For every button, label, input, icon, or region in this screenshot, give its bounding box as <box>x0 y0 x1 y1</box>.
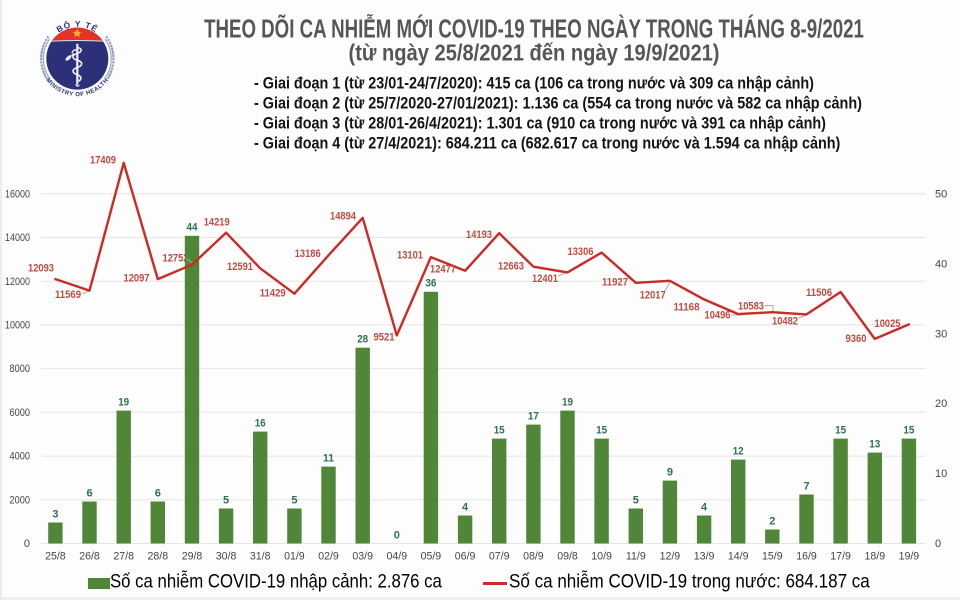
svg-text:31/8: 31/8 <box>250 551 271 563</box>
svg-text:40: 40 <box>935 258 947 270</box>
svg-text:03/9: 03/9 <box>352 551 373 563</box>
svg-text:50: 50 <box>935 188 947 200</box>
svg-text:26/8: 26/8 <box>79 551 100 563</box>
svg-text:13: 13 <box>869 438 880 450</box>
svg-text:11569: 11569 <box>55 289 81 301</box>
svg-text:9521: 9521 <box>374 332 395 344</box>
svg-text:18/9: 18/9 <box>864 551 885 563</box>
svg-text:12477: 12477 <box>430 264 456 276</box>
svg-text:15: 15 <box>903 424 914 436</box>
svg-text:44: 44 <box>187 222 199 234</box>
svg-text:13306: 13306 <box>568 246 594 258</box>
svg-text:7: 7 <box>803 480 809 492</box>
svg-text:19: 19 <box>562 396 573 408</box>
svg-text:16000: 16000 <box>5 188 30 200</box>
svg-text:4: 4 <box>701 501 708 513</box>
svg-text:12017: 12017 <box>640 290 666 302</box>
svg-text:15: 15 <box>596 424 607 436</box>
svg-text:36: 36 <box>425 278 436 290</box>
svg-text:5: 5 <box>223 494 229 506</box>
svg-text:12663: 12663 <box>498 261 524 273</box>
svg-text:5: 5 <box>291 494 297 506</box>
svg-text:20: 20 <box>935 398 947 410</box>
svg-text:16: 16 <box>255 417 266 429</box>
svg-text:09/8: 09/8 <box>557 551 578 563</box>
svg-text:8000: 8000 <box>10 363 31 375</box>
svg-text:17: 17 <box>528 410 539 422</box>
svg-text:BỘ Y TẾ: BỘ Y TẾ <box>55 18 101 34</box>
svg-text:13/9: 13/9 <box>694 551 715 563</box>
svg-text:13186: 13186 <box>295 248 321 260</box>
svg-text:5: 5 <box>633 494 639 506</box>
svg-text:13101: 13101 <box>397 250 423 262</box>
svg-text:9: 9 <box>667 466 673 478</box>
svg-text:17/9: 17/9 <box>830 551 851 563</box>
svg-text:0: 0 <box>394 529 400 541</box>
svg-text:11/9: 11/9 <box>626 551 646 563</box>
svg-text:04/9: 04/9 <box>386 551 407 563</box>
svg-text:9360: 9360 <box>846 333 867 345</box>
svg-text:12752: 12752 <box>163 253 189 265</box>
svg-text:6: 6 <box>86 487 92 499</box>
svg-text:12401: 12401 <box>532 273 558 285</box>
svg-text:12/9: 12/9 <box>660 551 681 563</box>
svg-text:6000: 6000 <box>10 407 31 419</box>
svg-text:11: 11 <box>323 452 334 464</box>
svg-text:17409: 17409 <box>90 155 116 167</box>
svg-text:10000: 10000 <box>5 320 30 332</box>
svg-text:30/8: 30/8 <box>216 551 237 563</box>
svg-text:19/9: 19/9 <box>899 551 920 563</box>
svg-text:15: 15 <box>494 424 505 436</box>
svg-text:15/9: 15/9 <box>762 551 783 563</box>
svg-text:27/8: 27/8 <box>113 551 134 563</box>
svg-text:28: 28 <box>357 334 368 346</box>
svg-text:29/8: 29/8 <box>182 551 203 563</box>
svg-text:10: 10 <box>935 468 947 480</box>
svg-text:11927: 11927 <box>602 277 628 289</box>
svg-text:07/9: 07/9 <box>489 551 510 563</box>
svg-text:6: 6 <box>155 487 161 499</box>
svg-text:06/9: 06/9 <box>455 551 476 563</box>
svg-text:4000: 4000 <box>10 451 31 463</box>
svg-text:02/9: 02/9 <box>318 551 339 563</box>
svg-text:15: 15 <box>835 424 846 436</box>
svg-text:10496: 10496 <box>705 310 731 322</box>
svg-text:10583: 10583 <box>738 301 764 313</box>
svg-text:05/9: 05/9 <box>421 551 442 563</box>
svg-text:10482: 10482 <box>772 316 798 328</box>
svg-text:14193: 14193 <box>466 229 492 241</box>
svg-text:11506: 11506 <box>806 287 832 299</box>
svg-text:11429: 11429 <box>260 288 286 300</box>
svg-text:30: 30 <box>935 328 947 340</box>
svg-text:12097: 12097 <box>124 273 150 285</box>
svg-text:10/9: 10/9 <box>591 551 612 563</box>
svg-text:0: 0 <box>24 538 30 550</box>
svg-text:16/9: 16/9 <box>796 551 817 563</box>
svg-text:0: 0 <box>935 538 941 550</box>
svg-text:12000: 12000 <box>5 276 30 288</box>
svg-text:01/9: 01/9 <box>284 551 305 563</box>
svg-text:2000: 2000 <box>10 494 31 506</box>
svg-text:12: 12 <box>733 445 744 457</box>
svg-text:14000: 14000 <box>5 232 30 244</box>
svg-text:08/9: 08/9 <box>523 551 544 563</box>
svg-text:14894: 14894 <box>330 211 357 223</box>
svg-text:28/8: 28/8 <box>147 551 168 563</box>
svg-text:4: 4 <box>462 501 469 513</box>
svg-text:12591: 12591 <box>227 261 253 273</box>
svg-text:10025: 10025 <box>875 318 901 330</box>
svg-text:11168: 11168 <box>674 302 700 314</box>
svg-text:25/8: 25/8 <box>45 551 66 563</box>
svg-text:14219: 14219 <box>204 217 230 229</box>
svg-text:2: 2 <box>769 515 775 527</box>
svg-text:14/9: 14/9 <box>728 551 749 563</box>
svg-text:19: 19 <box>118 396 129 408</box>
svg-text:3: 3 <box>52 508 58 520</box>
svg-text:12093: 12093 <box>28 263 54 275</box>
